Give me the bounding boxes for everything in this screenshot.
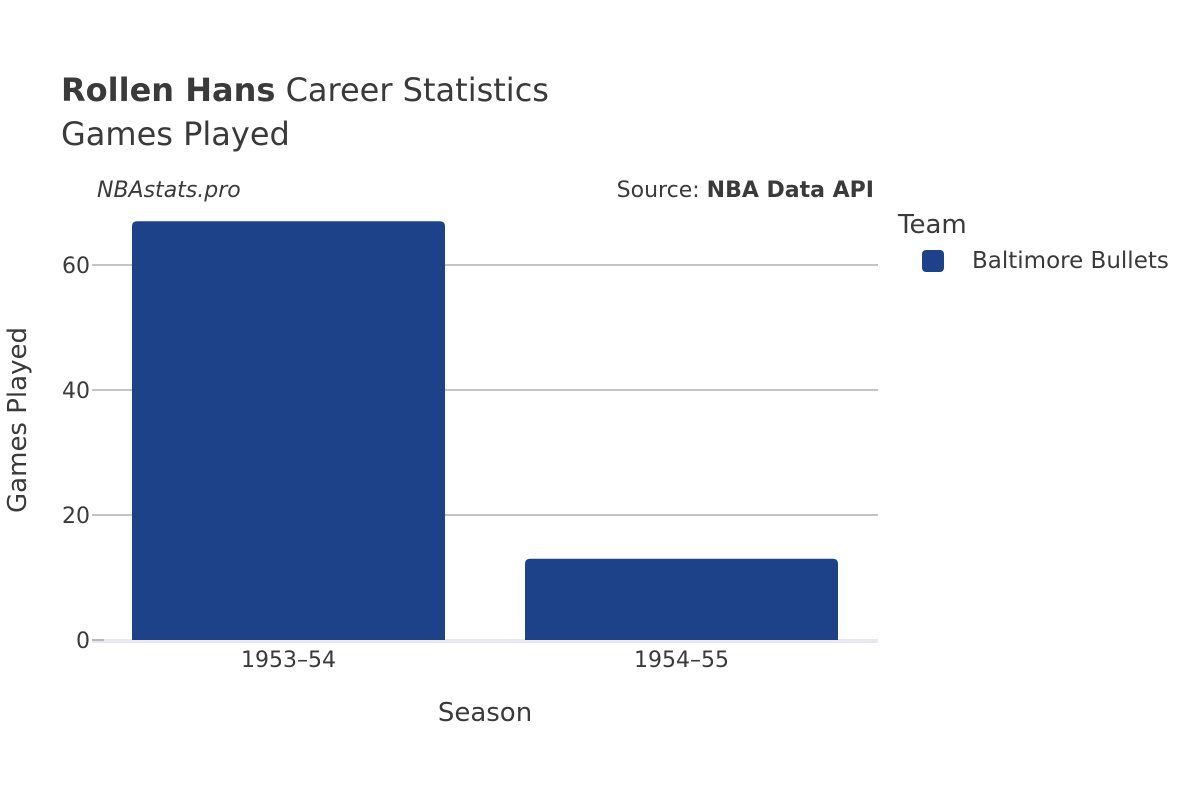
chart-title-block: Rollen Hans Career Statistics Games Play… — [61, 68, 549, 156]
title-suffix: Career Statistics — [285, 71, 549, 109]
y-axis-title: Games Played — [3, 327, 33, 513]
y-tick-label: 20 — [62, 504, 90, 529]
y-tick-label: 0 — [76, 629, 90, 654]
x-axis-title: Season — [438, 698, 532, 728]
bar[interactable] — [132, 221, 445, 640]
player-name: Rollen Hans — [61, 71, 276, 109]
legend: Team Baltimore Bullets — [898, 210, 1169, 274]
source-prefix: Source: — [616, 178, 700, 203]
legend-swatch — [922, 250, 944, 272]
legend-title: Team — [898, 210, 967, 240]
x-tick-label: 1953–54 — [241, 648, 336, 673]
y-tick-label: 40 — [62, 379, 90, 404]
source-credit: Source: NBA Data API — [617, 178, 874, 203]
watermark: NBAstats.pro — [97, 178, 241, 203]
legend-label: Baltimore Bullets — [972, 248, 1169, 274]
chart-title: Rollen Hans Career Statistics — [61, 68, 549, 112]
y-tick-label: 60 — [62, 254, 90, 279]
legend-item[interactable]: Baltimore Bullets — [922, 248, 1169, 274]
chart-subtitle: Games Played — [61, 115, 290, 153]
source-name: NBA Data API — [706, 178, 874, 203]
x-tick-label: 1954–55 — [634, 648, 729, 673]
bar[interactable] — [525, 558, 838, 640]
